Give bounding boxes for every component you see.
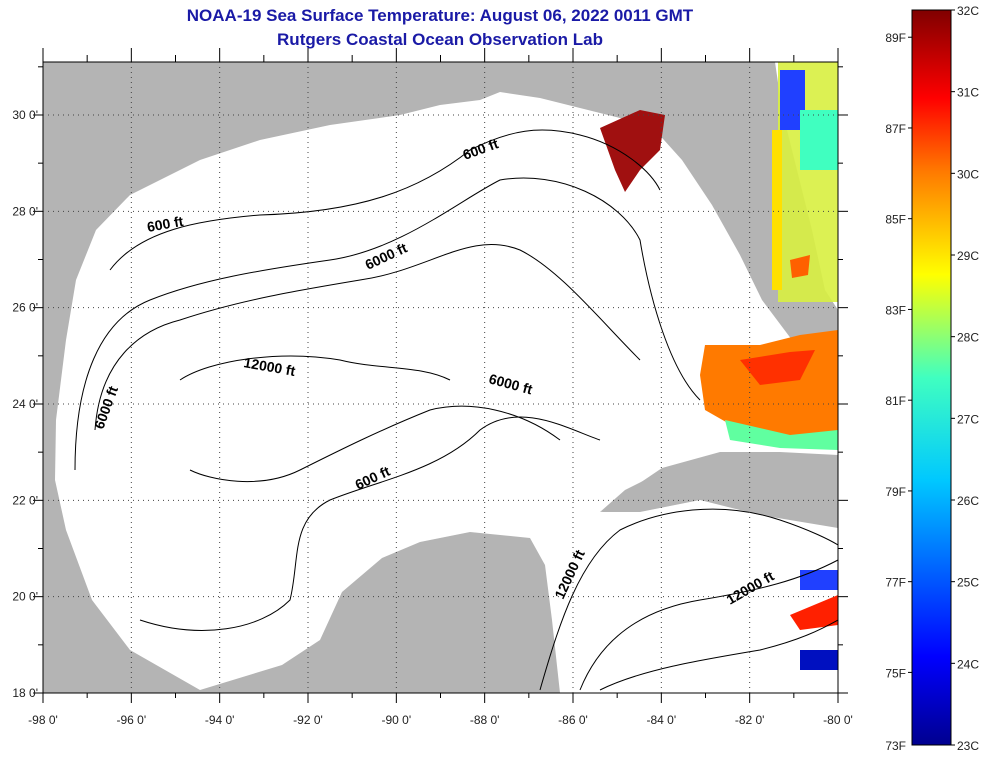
celsius-label: 29C (957, 249, 979, 263)
lon-label: -80 0' (823, 713, 853, 727)
fahrenheit-label: 79F (885, 485, 906, 499)
lon-label: -98 0' (28, 713, 58, 727)
colorbar-labels: 32C 31C 30C 29C 28C 27C 26C 25C 24C 23C 89F 87F 85F 8… (885, 4, 979, 753)
sst-patches (600, 62, 838, 670)
lat-label: 18 0' (12, 686, 38, 700)
fahrenheit-label: 81F (885, 394, 906, 408)
celsius-label: 27C (957, 412, 979, 426)
fahrenheit-label: 89F (885, 31, 906, 45)
lon-label: -92 0' (293, 713, 323, 727)
celsius-label: 31C (957, 86, 979, 100)
lat-label: 22 0' (12, 493, 38, 507)
lon-label: -84 0' (647, 713, 677, 727)
lat-label: 24 0' (12, 397, 38, 411)
lat-label: 26 0' (12, 301, 38, 315)
fahrenheit-label: 77F (885, 576, 906, 590)
fahrenheit-label: 73F (885, 739, 906, 753)
celsius-label: 23C (957, 739, 979, 753)
lon-label: -94 0' (205, 713, 235, 727)
map-title: NOAA-19 Sea Surface Temperature: August … (186, 6, 694, 25)
colorbar (911, 9, 952, 746)
fahrenheit-label: 87F (885, 122, 906, 136)
celsius-label: 26C (957, 494, 979, 508)
celsius-label: 28C (957, 331, 979, 345)
lon-label: -86 0' (558, 713, 588, 727)
contour-label: 600 ft (146, 213, 185, 235)
graticule: -98 0' -96 0' -94 0' -92 0' -90 0' -88 0' -86 … (12, 48, 853, 727)
lon-label: -88 0' (470, 713, 500, 727)
fahrenheit-label: 75F (885, 666, 906, 680)
celsius-label: 25C (957, 576, 979, 590)
lat-label: 20 0' (12, 590, 38, 604)
fahrenheit-label: 85F (885, 213, 906, 227)
lat-label: 30 0' (12, 108, 38, 122)
celsius-label: 32C (957, 4, 979, 18)
gulf-water (55, 92, 838, 693)
lon-label: -90 0' (382, 713, 412, 727)
cuba-land (600, 455, 838, 525)
bathymetry-contours (74, 129, 838, 691)
lat-label: 28 0' (12, 204, 38, 218)
lon-label: -82 0' (735, 713, 765, 727)
map-subtitle: Rutgers Coastal Ocean Observation Lab (277, 30, 603, 49)
celsius-label: 24C (957, 657, 979, 671)
fahrenheit-label: 83F (885, 303, 906, 317)
lon-label: -96 0' (117, 713, 147, 727)
celsius-label: 30C (957, 167, 979, 181)
